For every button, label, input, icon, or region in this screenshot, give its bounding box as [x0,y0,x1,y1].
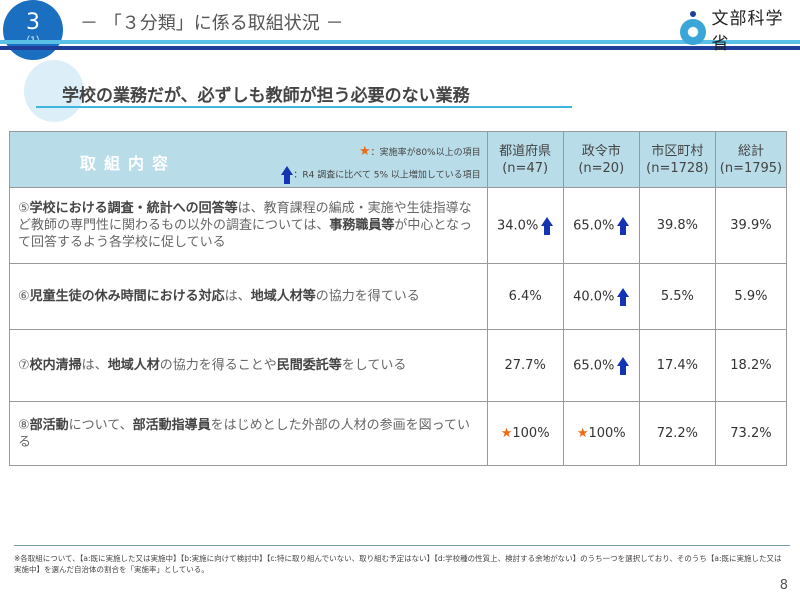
status-table: 取組内容 ★：実施率が80%以上の項目 ：R4 調査に比べて 5% 以上増加して… [9,131,788,466]
value-cell: 40.0% [562,263,640,330]
value-cell: 65.0% [562,329,640,402]
value: 72.2% [656,426,698,441]
table-row: ⑧部活動について、部活動指導員をはじめとした外部の人材の参画を図っている ★100… [9,401,788,466]
value-cell: 73.2% [714,401,788,466]
page-title: － 「３分類」に係る取組状況 － [80,13,344,34]
value-cell: 6.4% [486,263,564,330]
footnote: ※各取組について、【a:既に実施した又は実施中】【b:実施に向けて検討中】【c:… [14,554,782,574]
value-cell: 5.9% [714,263,788,330]
value: 5.9% [734,289,768,304]
value-cell: 17.4% [638,329,716,402]
table-row: ⑤学校における調査・統計への回答等は、教育課程の編成・実施や生徒指導など教師の専… [9,187,788,264]
value: 17.4% [656,358,698,373]
logo-text: 文部科学省 [711,9,784,54]
row-content: ⑥児童生徒の休み時間における対応は、地域人材等の協力を得ている [9,263,488,330]
value: 39.8% [656,218,698,233]
header-divider [0,40,800,44]
arrow-up-icon [617,356,630,375]
row-content: ⑧部活動について、部活動指導員をはじめとした外部の人材の参画を図っている [9,401,488,466]
page-number: 8 [779,578,788,593]
value: 18.2% [730,358,772,373]
star-icon: ★ [576,426,589,441]
value: 100% [588,426,626,441]
value: 5.5% [660,289,694,304]
table-row: ⑥児童生徒の休み時間における対応は、地域人材等の協力を得ている 6.4% 40.0%… [9,263,788,330]
value-cell: 65.0% [562,187,640,264]
logo: 文部科学省 [680,4,800,54]
value: 39.9% [730,218,772,233]
star-icon: ★ [358,144,371,159]
value-cell: ★100% [562,401,640,466]
decorative-circle [24,60,84,122]
arrow-up-icon [541,216,554,235]
value-cell: 39.8% [638,187,716,264]
table-row: ⑦校内清掃は、地域人材の協力を得ることや民間委託等をしている 27.7% 65.0%… [9,329,788,402]
subtitle-underline [36,106,572,108]
value: 34.0% [497,218,539,233]
logo-icon [680,11,706,45]
value-cell: 72.2% [638,401,716,466]
column-header: 都道府県 (n=47) [486,131,564,188]
value: 6.4% [508,289,542,304]
arrow-up-icon [617,287,630,306]
row-content: ⑤学校における調査・統計への回答等は、教育課程の編成・実施や生徒指導など教師の専… [9,187,488,264]
section-badge: 3 （1） [3,0,63,60]
section-number: 3 [26,10,40,35]
arrow-up-icon [617,216,630,235]
legend-arrow: ：R4 調査に比べて 5% 以上増加している項目 [281,166,481,184]
row-content: ⑦校内清掃は、地域人材の協力を得ることや民間委託等をしている [9,329,488,402]
column-header: 総計 (n=1795) [714,131,788,188]
value: 65.0% [573,358,615,373]
star-icon: ★ [500,426,513,441]
value-cell: 18.2% [714,329,788,402]
arrow-up-icon [281,166,294,184]
value: 40.0% [573,289,615,304]
header-divider-dark [0,46,800,50]
column-header: 政令市 (n=20) [562,131,640,188]
subtitle: 学校の業務だが、必ずしも教師が担う必要のない業務 [62,86,470,106]
content-header: 取組内容 ★：実施率が80%以上の項目 ：R4 調査に比べて 5% 以上増加して… [9,131,488,188]
value-cell: 27.7% [486,329,564,402]
legend-star: ★：実施率が80%以上の項目 [358,144,481,159]
value: 100% [512,426,550,441]
column-header: 市区町村 (n=1728) [638,131,716,188]
value: 65.0% [573,218,615,233]
value: 27.7% [504,358,546,373]
value-cell: 34.0% [486,187,564,264]
value: 73.2% [730,426,772,441]
value-cell: 39.9% [714,187,788,264]
value-cell: 5.5% [638,263,716,330]
value-cell: ★100% [486,401,564,466]
footer-divider [14,545,790,546]
